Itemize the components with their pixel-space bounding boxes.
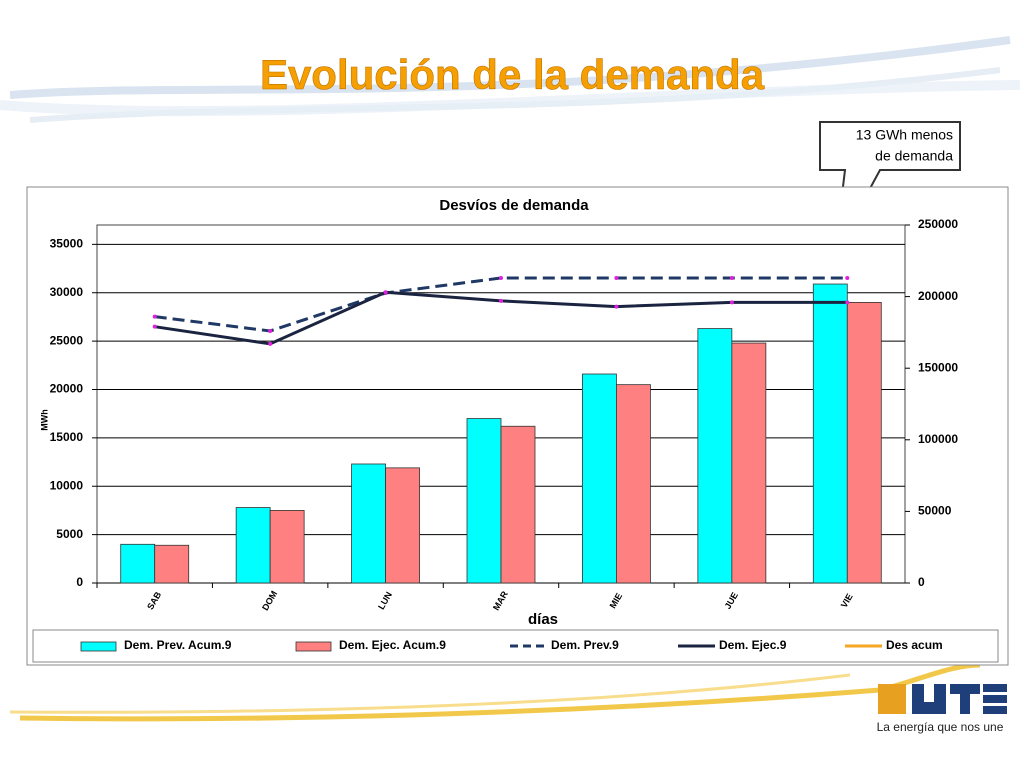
line-marker [614, 304, 619, 309]
bar [154, 544, 190, 584]
logo: La energía que nos une [877, 684, 1007, 734]
bar [235, 507, 271, 584]
legend-label: Dem. Prev.9 [551, 638, 619, 652]
callout-text: de demanda [875, 148, 953, 164]
y-tick-label: 10000 [50, 478, 84, 492]
line-marker [152, 324, 157, 329]
y-tick-label: 5000 [56, 527, 83, 541]
bar [731, 342, 767, 584]
bar [466, 418, 502, 584]
legend-label: Dem. Ejec.9 [719, 638, 787, 652]
legend-swatch [80, 641, 117, 652]
legend-label: Des acum [886, 638, 943, 652]
line-marker [499, 275, 503, 280]
line-marker [845, 275, 850, 280]
y2-tick-label: 50000 [918, 504, 952, 518]
legend-swatch [295, 641, 332, 652]
line-marker [268, 341, 273, 346]
legend-label: Dem. Ejec. Acum.9 [339, 638, 446, 652]
bar [697, 328, 733, 584]
bar [269, 510, 305, 584]
x-axis-label: días [528, 611, 558, 628]
y2-tick-label: 150000 [918, 360, 958, 374]
bar [616, 384, 651, 584]
background-swooshes [0, 36, 1021, 722]
line-marker [729, 275, 734, 280]
bar [351, 463, 386, 584]
callout-text: 13 GWh menos [856, 127, 953, 143]
y-axis-label: MWh [39, 409, 49, 431]
bar [582, 373, 617, 584]
bar [812, 283, 848, 584]
bar [846, 302, 882, 584]
line-marker [383, 290, 388, 295]
logo-tagline: La energía que nos une [877, 720, 1004, 734]
y-tick-label: 15000 [50, 430, 84, 444]
bar [120, 543, 156, 584]
line-marker [729, 300, 734, 305]
line-marker [845, 300, 850, 305]
bar [500, 425, 536, 584]
y2-tick-label: 250000 [918, 217, 958, 231]
y2-tick-label: 0 [918, 575, 925, 589]
y-tick-label: 0 [76, 575, 83, 589]
line-marker [499, 298, 503, 303]
y-tick-label: 35000 [50, 237, 84, 251]
y-tick-label: 30000 [50, 285, 84, 299]
bar [385, 467, 420, 584]
y-tick-label: 20000 [50, 382, 84, 396]
y2-tick-label: 200000 [918, 289, 958, 303]
legend-label: Dem. Prev. Acum.9 [124, 638, 232, 652]
y2-tick-label: 100000 [918, 432, 958, 446]
chart-title: Desvíos de demanda [439, 197, 589, 214]
line-marker [152, 314, 157, 319]
y-tick-label: 25000 [50, 333, 84, 347]
slide-title: Evolución de la demanda [260, 51, 765, 98]
line-marker [614, 275, 619, 280]
line-marker [268, 328, 273, 333]
